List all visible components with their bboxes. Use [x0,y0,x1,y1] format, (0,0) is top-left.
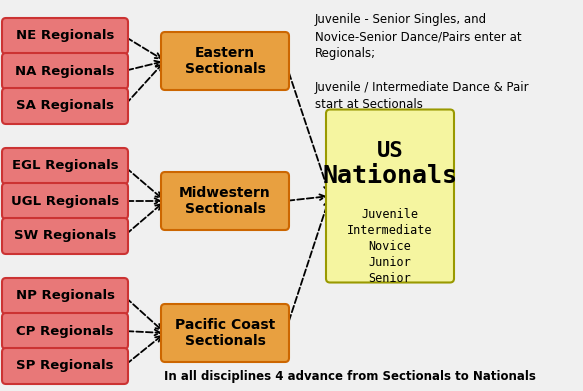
Text: EGL Regionals: EGL Regionals [12,160,118,172]
Text: Junior: Junior [368,255,412,269]
Text: US: US [377,141,403,161]
FancyBboxPatch shape [2,313,128,349]
Text: SW Regionals: SW Regionals [14,230,116,242]
FancyBboxPatch shape [161,304,289,362]
FancyBboxPatch shape [2,18,128,54]
FancyBboxPatch shape [161,172,289,230]
FancyBboxPatch shape [2,348,128,384]
FancyBboxPatch shape [2,148,128,184]
Text: UGL Regionals: UGL Regionals [11,194,119,208]
Text: Eastern
Sectionals: Eastern Sectionals [185,46,265,76]
Text: SA Regionals: SA Regionals [16,99,114,113]
FancyBboxPatch shape [2,183,128,219]
FancyBboxPatch shape [2,53,128,89]
Text: In all disciplines 4 advance from Sectionals to Nationals: In all disciplines 4 advance from Sectio… [164,370,536,383]
Text: Midwestern
Sectionals: Midwestern Sectionals [179,186,271,216]
FancyBboxPatch shape [2,88,128,124]
Text: NE Regionals: NE Regionals [16,29,114,43]
Text: Pacific Coast
Sectionals: Pacific Coast Sectionals [175,318,275,348]
Text: Intermediate: Intermediate [347,224,433,237]
Text: NA Regionals: NA Regionals [15,65,115,77]
FancyBboxPatch shape [161,32,289,90]
FancyBboxPatch shape [2,218,128,254]
Text: SP Regionals: SP Regionals [16,359,114,373]
Text: Nationals: Nationals [322,164,458,188]
Text: Juvenile - Senior Singles, and
Novice-Senior Dance/Pairs enter at
Regionals;

Ju: Juvenile - Senior Singles, and Novice-Se… [315,13,529,111]
Text: Senior: Senior [368,271,412,285]
Text: Juvenile: Juvenile [361,208,419,221]
Text: NP Regionals: NP Regionals [16,289,114,303]
FancyBboxPatch shape [326,109,454,283]
Text: CP Regionals: CP Regionals [16,325,114,337]
FancyBboxPatch shape [2,278,128,314]
Text: Novice: Novice [368,240,412,253]
